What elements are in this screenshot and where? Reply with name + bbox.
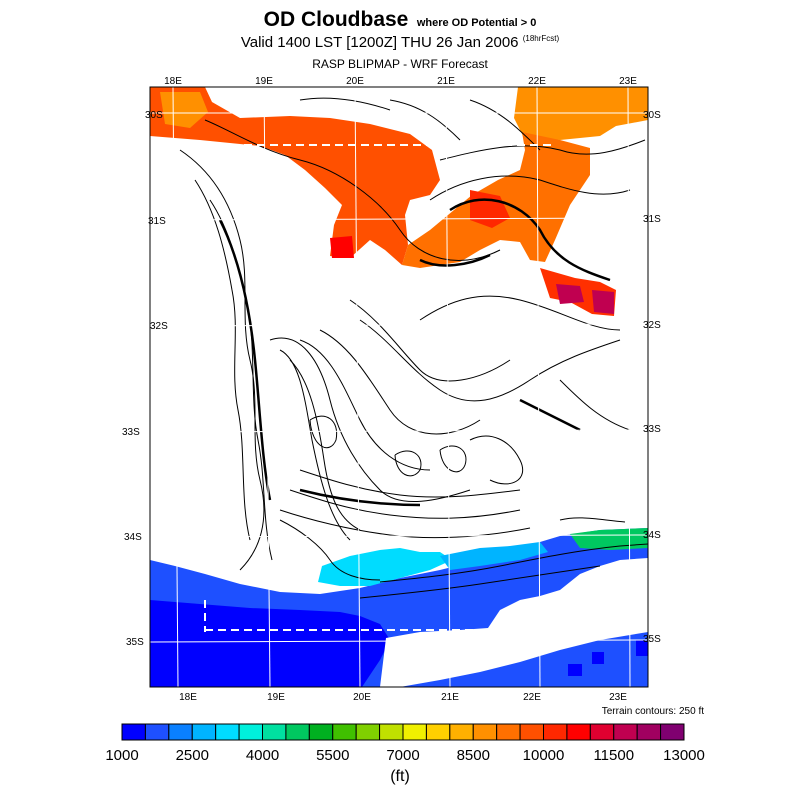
lat-label-right: 30S — [643, 110, 661, 121]
lat-label-right: 31S — [643, 214, 661, 225]
lon-label-top: 19E — [255, 76, 273, 87]
lon-label-bottom: 18E — [179, 692, 197, 703]
map-title: OD Cloudbase where OD Potential > 0 — [0, 8, 800, 32]
terrain-contours — [179, 97, 648, 599]
lat-labels-right: 30S 31S 32S 33S 34S 35S — [643, 110, 661, 645]
lat-label-left: 30S — [145, 110, 163, 121]
lon-label-bottom: 20E — [353, 692, 371, 703]
lon-label-bottom: 22E — [523, 692, 541, 703]
lon-labels-top: 18E 19E 20E 21E 22E 23E — [164, 76, 637, 87]
lat-label-right: 33S — [643, 424, 661, 435]
cloudbase-warm-region — [150, 87, 648, 316]
lat-label-right: 35S — [643, 634, 661, 645]
lat-label-left: 31S — [148, 216, 166, 227]
map-plot-area — [150, 87, 648, 687]
lon-label-top: 21E — [437, 76, 455, 87]
source-label: RASP BLIPMAP - WRF Forecast — [312, 57, 488, 71]
lon-label-bottom: 23E — [609, 692, 627, 703]
lat-label-left: 34S — [124, 532, 142, 543]
forecast-hours: (18hrFcst) — [522, 34, 560, 43]
lat-label-right: 32S — [643, 320, 661, 331]
lon-label-bottom: 19E — [267, 692, 285, 703]
dashed-boundaries — [204, 144, 556, 632]
lat-label-right: 34S — [643, 530, 661, 541]
lon-label-bottom: 21E — [441, 692, 459, 703]
lon-label-top: 20E — [346, 76, 364, 87]
lat-label-left: 35S — [126, 637, 144, 648]
valid-time-text: Valid 1400 LST [1200Z] THU 26 Jan 2006 — [240, 34, 519, 51]
terrain-note: Terrain contours: 250 ft — [601, 706, 704, 717]
lat-label-left: 33S — [122, 427, 140, 438]
title-qualifier: where OD Potential > 0 — [416, 17, 537, 29]
lat-labels-left: 30S 31S 32S 33S 34S 35S — [122, 110, 168, 648]
legend-units: (ft) — [390, 768, 410, 785]
lon-label-top: 18E — [164, 76, 182, 87]
lat-lon-grid — [150, 87, 648, 687]
lon-labels-bottom: 18E 19E 20E 21E 22E 23E — [179, 692, 627, 703]
map-frame — [149, 86, 649, 688]
title-main: OD Cloudbase — [263, 8, 409, 31]
lat-label-left: 32S — [150, 321, 168, 332]
lon-label-top: 22E — [528, 76, 546, 87]
lon-label-top: 23E — [619, 76, 637, 87]
valid-time: Valid 1400 LST [1200Z] THU 26 Jan 2006 (… — [0, 34, 800, 51]
terrain-contours-thick — [218, 198, 611, 507]
